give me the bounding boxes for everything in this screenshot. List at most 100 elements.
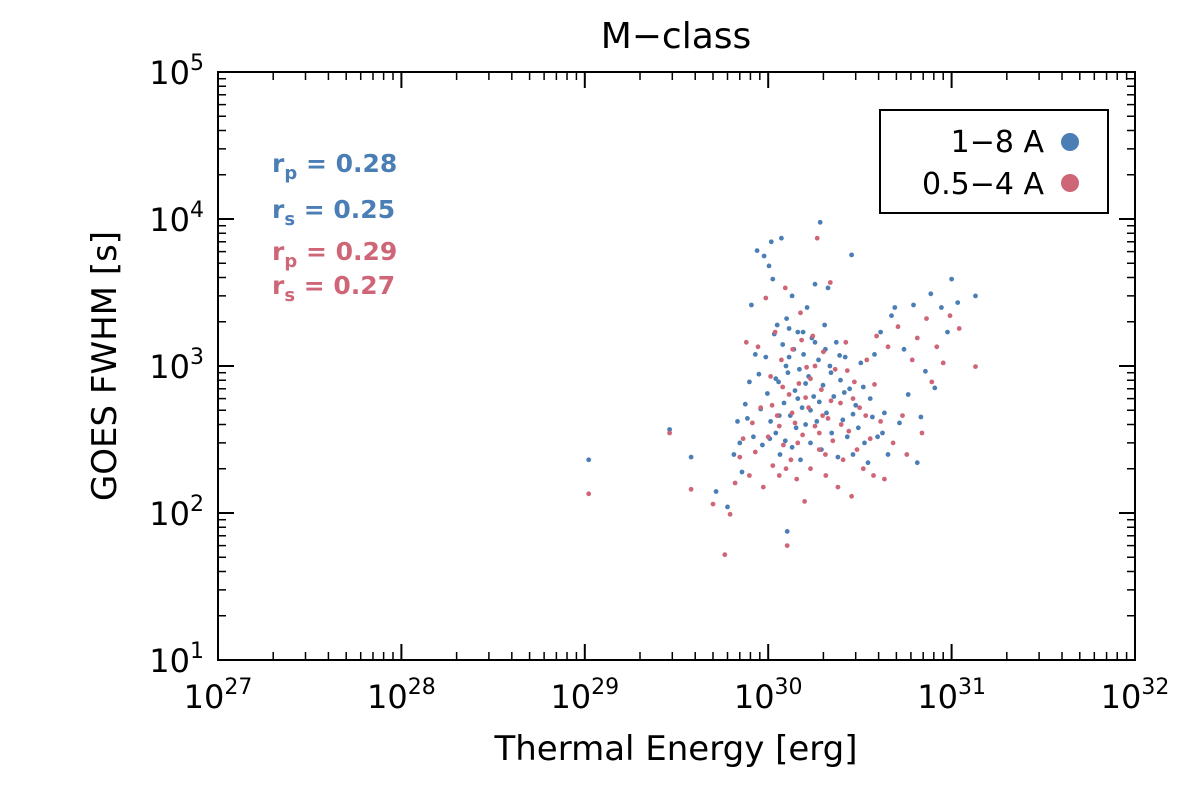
scatter-point-series-1 xyxy=(885,452,891,457)
scatter-point-series-1 xyxy=(880,430,885,436)
scatter-point-series-2 xyxy=(909,357,915,363)
scatter-point-series-1 xyxy=(855,425,861,431)
legend-marker-1 xyxy=(1061,133,1079,151)
scatter-point-series-1 xyxy=(827,363,833,369)
scatter-point-series-1 xyxy=(911,302,916,308)
x-tick-label: 1029 xyxy=(550,675,619,716)
scatter-point-series-1 xyxy=(777,452,783,457)
scatter-point-series-2 xyxy=(776,473,782,478)
scatter-point-series-2 xyxy=(852,379,857,385)
scatter-point-series-2 xyxy=(760,484,766,490)
scatter-point-series-1 xyxy=(737,440,743,446)
scatter-point-series-2 xyxy=(727,511,733,517)
scatter-point-series-1 xyxy=(760,442,765,448)
scatter-point-series-1 xyxy=(808,440,813,446)
scatter-point-series-2 xyxy=(763,295,769,301)
scatter-point-series-2 xyxy=(878,419,883,424)
scatter-point-series-1 xyxy=(838,377,843,383)
scatter-point-series-1 xyxy=(842,354,848,360)
scatter-point-series-1 xyxy=(667,427,672,432)
y-tick-label: 104 xyxy=(149,198,204,239)
scatter-point-series-1 xyxy=(749,302,754,308)
scatter-point-series-2 xyxy=(895,324,901,330)
y-axis-label: GOES FWHM [s] xyxy=(85,231,125,501)
scatter-point-series-1 xyxy=(768,419,773,424)
scatter-point-series-2 xyxy=(929,379,935,385)
scatter-point-series-2 xyxy=(790,346,796,352)
scatter-point-series-1 xyxy=(814,419,820,424)
scatter-point-series-2 xyxy=(840,457,846,463)
scatter-point-series-2 xyxy=(860,466,866,472)
scatter-point-series-1 xyxy=(792,388,798,393)
scatter-point-series-1 xyxy=(803,381,808,386)
scatter-point-series-1 xyxy=(739,469,745,475)
stat-rp-series-1: rp = 0.28 xyxy=(272,149,397,184)
scatter-point-series-2 xyxy=(857,405,862,411)
scatter-point-series-1 xyxy=(735,419,740,424)
scatter-point-series-1 xyxy=(804,305,810,310)
scatter-point-series-2 xyxy=(782,285,788,291)
scatter-point-series-1 xyxy=(955,300,961,305)
scatter-point-series-2 xyxy=(810,333,816,339)
scatter-point-series-1 xyxy=(725,504,730,510)
scatter-point-series-2 xyxy=(940,360,946,366)
scatter-point-series-2 xyxy=(783,466,789,472)
scatter-point-series-2 xyxy=(864,357,870,363)
scatter-point-series-1 xyxy=(932,385,938,391)
scatter-point-series-1 xyxy=(914,460,920,466)
scatter-point-series-1 xyxy=(824,410,829,416)
scatter-point-series-2 xyxy=(784,543,790,548)
scatter-point-series-1 xyxy=(850,452,856,457)
scatter-point-series-1 xyxy=(774,322,780,328)
scatter-point-series-1 xyxy=(875,434,880,440)
y-tick-label: 105 xyxy=(149,51,204,92)
scatter-point-series-1 xyxy=(865,460,871,466)
scatter-point-series-1 xyxy=(844,434,850,440)
scatter-point-series-1 xyxy=(766,263,772,269)
scatter-point-series-2 xyxy=(774,413,780,418)
scatter-point-series-1 xyxy=(835,454,841,460)
scatter-point-series-2 xyxy=(667,430,672,436)
scatter-point-series-1 xyxy=(779,235,784,241)
scatter-point-series-2 xyxy=(838,422,844,427)
scatter-point-series-2 xyxy=(973,364,978,369)
scatter-point-series-2 xyxy=(827,280,833,285)
scatter-point-series-1 xyxy=(840,417,846,423)
scatter-point-series-1 xyxy=(742,401,748,407)
scatter-point-series-2 xyxy=(843,339,849,345)
scatter-point-series-1 xyxy=(765,391,770,396)
scatter-point-series-2 xyxy=(792,420,798,426)
legend: 1−8 A 0.5−4 A xyxy=(879,109,1109,214)
scatter-point-series-2 xyxy=(750,420,755,426)
scatter-point-series-2 xyxy=(740,436,746,442)
scatter-point-series-1 xyxy=(889,313,894,319)
scatter-point-series-1 xyxy=(853,402,859,408)
scatter-point-series-2 xyxy=(752,449,758,455)
scatter-point-series-2 xyxy=(800,432,805,438)
scatter-point-series-2 xyxy=(798,310,803,316)
scatter-point-series-1 xyxy=(897,420,902,426)
scatter-point-series-2 xyxy=(934,344,940,350)
scatter-point-series-1 xyxy=(862,440,867,446)
scatter-point-series-2 xyxy=(947,313,953,319)
scatter-point-series-2 xyxy=(900,413,905,418)
scatter-point-series-2 xyxy=(803,395,808,400)
scatter-point-series-1 xyxy=(799,405,805,411)
x-tick-label: 1032 xyxy=(1101,675,1170,716)
scatter-point-series-2 xyxy=(823,452,828,457)
scatter-point-series-2 xyxy=(737,454,743,460)
scatter-point-series-1 xyxy=(786,326,792,331)
x-tick-label: 1030 xyxy=(734,675,803,716)
scatter-point-series-1 xyxy=(860,384,866,390)
scatter-point-series-2 xyxy=(781,442,786,448)
scatter-point-series-1 xyxy=(793,425,799,431)
scatter-point-series-2 xyxy=(874,333,879,339)
scatter-point-series-1 xyxy=(949,276,954,282)
scatter-point-series-1 xyxy=(756,371,762,377)
scatter-point-series-1 xyxy=(833,339,839,345)
stat-rs-series-2: rs = 0.27 xyxy=(272,271,395,306)
scatter-point-series-2 xyxy=(885,344,891,350)
legend-marker-2 xyxy=(1061,174,1079,192)
scatter-point-series-1 xyxy=(817,219,823,225)
scatter-point-series-1 xyxy=(776,379,781,385)
